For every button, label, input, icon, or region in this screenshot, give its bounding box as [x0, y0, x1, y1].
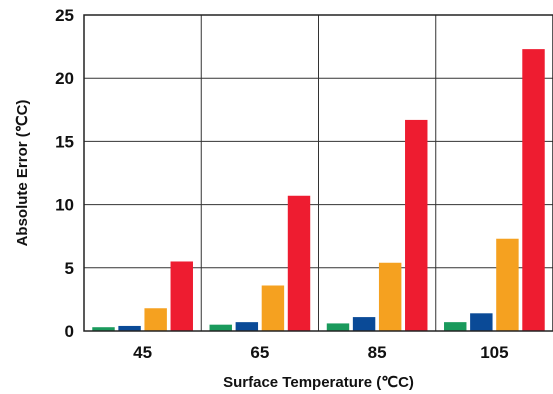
x-tick-label: 85 — [368, 343, 387, 362]
y-tick-labels: 0 5 10 15 20 25 — [55, 6, 74, 341]
bar-105-series-3 — [496, 238, 519, 331]
bar-45-series-3 — [144, 308, 167, 331]
bar-105-series-2 — [470, 313, 493, 331]
grid-lines — [84, 14, 553, 332]
bar-65-series-3 — [261, 285, 285, 331]
bar-45-series-1 — [92, 327, 115, 331]
bar-85-series-3 — [378, 262, 402, 331]
y-tick-label: 5 — [65, 259, 74, 278]
plot-frame — [83, 14, 553, 332]
y-tick-label: 10 — [55, 196, 74, 215]
bar-65-series-4 — [287, 195, 311, 331]
bars — [92, 49, 545, 332]
bar-85-series-4 — [405, 119, 428, 331]
y-tick-label: 25 — [55, 6, 74, 25]
x-axis-title: Surface Temperature (℃C) — [223, 374, 414, 391]
y-tick-label: 15 — [55, 132, 74, 151]
bar-105-series-1 — [444, 322, 467, 331]
bar-105-series-4 — [522, 49, 545, 332]
x-tick-label: 45 — [133, 343, 152, 362]
y-axis-title: Absolute Error (℃C) — [14, 100, 31, 247]
bar-85-series-2 — [352, 317, 376, 331]
x-tick-labels: 45 65 85 105 — [133, 343, 508, 362]
x-tick-label: 65 — [250, 343, 269, 362]
bar-65-series-1 — [209, 324, 232, 331]
y-tick-label: 0 — [65, 322, 74, 341]
y-tick-label: 20 — [55, 69, 74, 88]
bar-65-series-2 — [235, 322, 259, 331]
x-tick-label: 105 — [480, 343, 508, 362]
bar-45-series-4 — [170, 261, 193, 331]
bar-85-series-1 — [326, 323, 350, 331]
bar-45-series-2 — [118, 325, 141, 331]
